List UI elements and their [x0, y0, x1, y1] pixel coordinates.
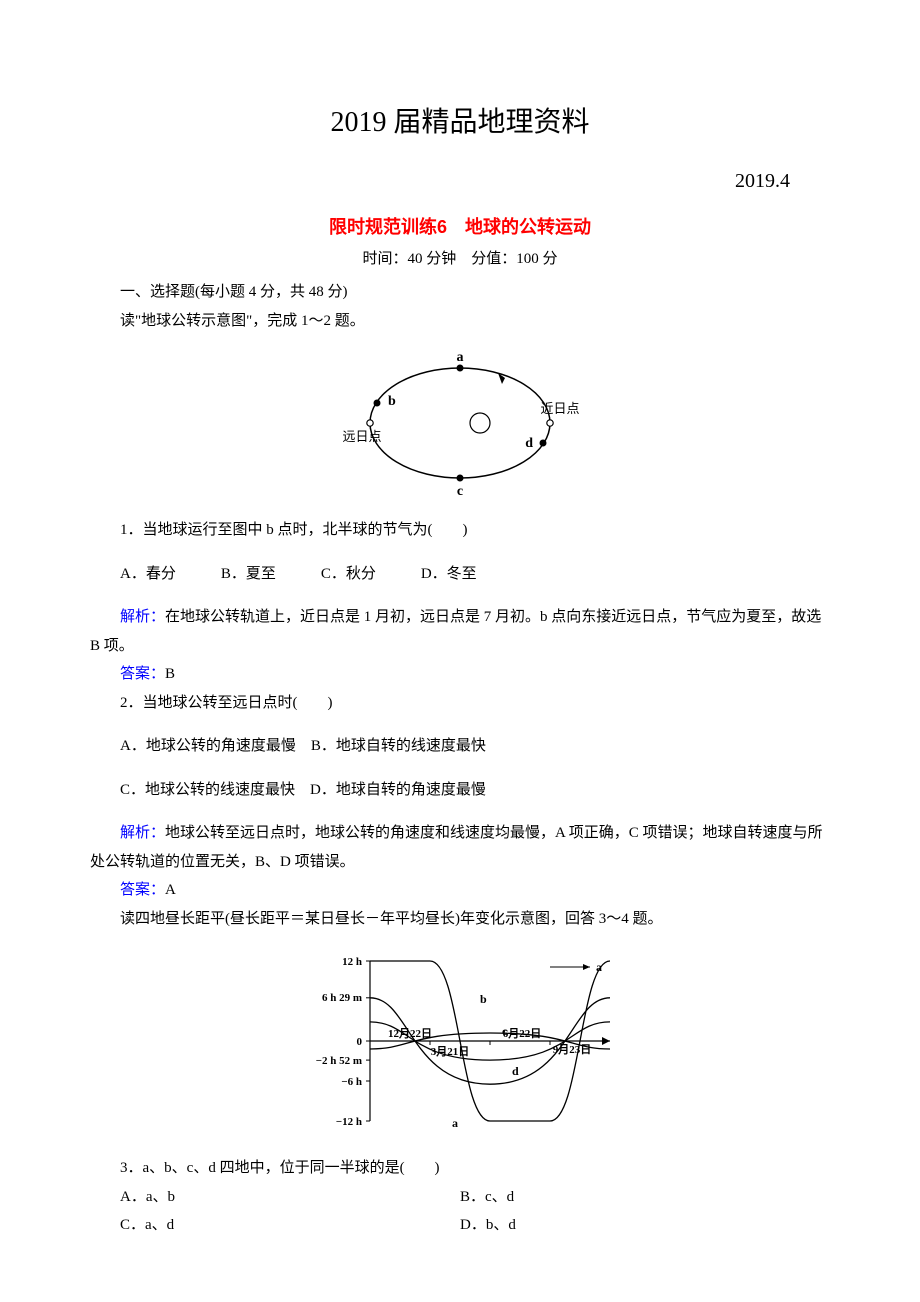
ytick-3: −2 h 52 m: [316, 1055, 362, 1067]
q2-options-cd: C．地球公转的线速度最快 D．地球自转的角速度最慢: [90, 776, 830, 805]
daylength-svg: 12 h 6 h 29 m 0 −2 h 52 m −6 h −12 h a a…: [280, 941, 640, 1141]
q1-stem: 1．当地球运行至图中 b 点时，北半球的节气为( ): [90, 516, 830, 545]
answer-label: 答案：: [120, 882, 165, 898]
orbit-svg: a c b d 远日点 近日点: [330, 343, 590, 503]
q2-explain: 解析：地球公转至远日点时，地球公转的角速度和线速度均最慢，A 项正确，C 项错误…: [90, 819, 830, 876]
xlabel-0: 12月22日: [388, 1027, 432, 1040]
part-a-heading: 一、选择题(每小题 4 分，共 48 分): [90, 278, 830, 307]
main-title: 2019 届精品地理资料: [90, 100, 830, 140]
q3-optA: A．a、b: [90, 1183, 460, 1212]
answer-label: 答案：: [120, 666, 165, 682]
q1-answer-text: B: [165, 666, 175, 682]
orbit-label-d: d: [525, 436, 533, 451]
orbit-label-c: c: [457, 484, 463, 499]
q3-optC: C．a、d: [90, 1211, 460, 1240]
xlabel-1: 3月21日: [431, 1045, 470, 1058]
series-b: b: [480, 992, 487, 1006]
time-score-line: 时间：40 分钟 分值：100 分: [90, 247, 830, 268]
ytick-1: 6 h 29 m: [322, 992, 362, 1004]
section-title: 限时规范训练6 地球的公转运动: [90, 213, 830, 239]
page: 2019 届精品地理资料 2019.4 限时规范训练6 地球的公转运动 时间：4…: [0, 0, 920, 1302]
figure-daylength: 12 h 6 h 29 m 0 −2 h 52 m −6 h −12 h a a…: [90, 941, 830, 1146]
q2-explain-text: 地球公转至远日点时，地球公转的角速度和线速度均最慢，A 项正确，C 项错误；地球…: [90, 825, 823, 870]
q3-stem: 3．a、b、c、d 四地中，位于同一半球的是( ): [90, 1154, 830, 1183]
orbit-near-label: 近日点: [540, 401, 579, 416]
orbit-label-a: a: [457, 350, 464, 365]
q2-stem: 2．当地球公转至远日点时( ): [90, 689, 830, 718]
q3-optB: B．c、d: [460, 1183, 830, 1212]
ytick-5: −12 h: [336, 1116, 362, 1128]
ytick-2: 0: [357, 1036, 363, 1048]
q3-4-intro: 读四地昼长距平(昼长距平＝某日昼长－年平均昼长)年变化示意图，回答 3～4 题。: [90, 905, 830, 934]
series-d: d: [512, 1064, 519, 1078]
ytick-0: 12 h: [342, 956, 362, 968]
date-line: 2019.4: [90, 170, 830, 193]
q1-explain: 解析：在地球公转轨道上，近日点是 1 月初，远日点是 7 月初。b 点向东接近远…: [90, 603, 830, 660]
explain-label: 解析：: [120, 609, 165, 625]
q1-options: A．春分 B．夏至 C．秋分 D．冬至: [90, 560, 830, 589]
q1-answer: 答案：B: [90, 660, 830, 689]
orbit-far-label: 远日点: [342, 429, 381, 444]
figure-orbit: a c b d 远日点 近日点: [90, 343, 830, 508]
series-a-top: a: [596, 960, 602, 974]
q1-2-intro: 读"地球公转示意图"，完成 1～2 题。: [90, 307, 830, 336]
q3-options-row2: C．a、d D．b、d: [90, 1211, 830, 1240]
q2-answer-text: A: [165, 882, 176, 898]
q2-answer: 答案：A: [90, 876, 830, 905]
xlabel-3: 9月23日: [553, 1043, 592, 1056]
q3-optD: D．b、d: [460, 1211, 830, 1240]
xlabel-2: 6月22日: [503, 1027, 542, 1040]
explain-label: 解析：: [120, 825, 165, 841]
orbit-label-b: b: [388, 394, 396, 409]
q3-options-row1: A．a、b B．c、d: [90, 1183, 830, 1212]
series-a-bottom: a: [452, 1116, 458, 1130]
ytick-4: −6 h: [341, 1076, 362, 1088]
q1-explain-text: 在地球公转轨道上，近日点是 1 月初，远日点是 7 月初。b 点向东接近远日点，…: [90, 609, 821, 654]
q2-options-ab: A．地球公转的角速度最慢 B．地球自转的线速度最快: [90, 732, 830, 761]
